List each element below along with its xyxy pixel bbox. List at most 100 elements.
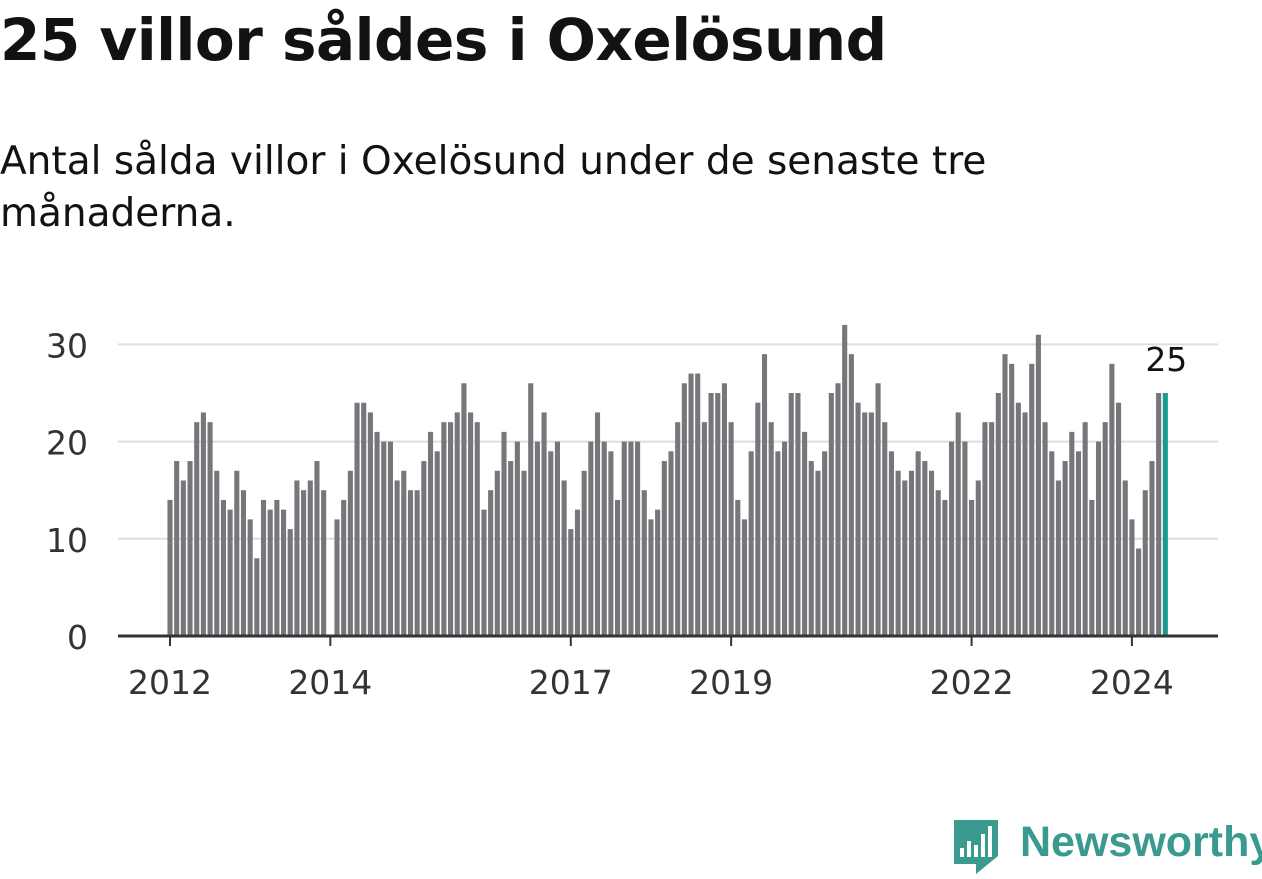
- x-tick-label: 2012: [128, 663, 212, 702]
- bar: [842, 324, 848, 636]
- bar: [922, 461, 928, 636]
- bar: [414, 490, 420, 636]
- bar: [995, 393, 1001, 636]
- bar: [882, 422, 888, 636]
- bar: [955, 412, 961, 636]
- bar: [902, 480, 908, 636]
- bar: [1075, 451, 1082, 636]
- newsworthy-logo-icon: [954, 820, 998, 874]
- bar: [234, 470, 240, 636]
- bar: [254, 558, 260, 636]
- bar: [534, 441, 540, 636]
- bar: [194, 422, 200, 636]
- bar: [1129, 519, 1135, 636]
- bar: [474, 422, 480, 636]
- bars: [167, 324, 1168, 636]
- bar: [675, 422, 681, 636]
- bar: [962, 441, 968, 636]
- bar: [267, 509, 273, 636]
- y-tick-label: 30: [46, 326, 88, 365]
- bar: [1042, 422, 1048, 636]
- bar: [468, 412, 474, 636]
- bar: [721, 383, 727, 636]
- bar: [287, 529, 293, 636]
- bar: [601, 441, 607, 636]
- bar: [461, 383, 467, 636]
- bar: [374, 431, 380, 636]
- y-tick-label: 10: [46, 521, 88, 560]
- bar: [695, 373, 701, 636]
- bar: [214, 470, 220, 636]
- bar: [888, 451, 894, 636]
- bar: [915, 451, 921, 636]
- bar: [514, 441, 520, 636]
- bar: [167, 499, 173, 636]
- bar: [1062, 461, 1068, 636]
- bar: [895, 470, 901, 636]
- bar: [401, 470, 407, 636]
- bar: [541, 412, 547, 636]
- bar: [260, 499, 267, 636]
- bar: [755, 402, 761, 636]
- bar: [174, 461, 180, 636]
- bar: [1122, 480, 1128, 636]
- bar: [1069, 431, 1075, 636]
- bar: [688, 373, 694, 636]
- bar: [301, 490, 307, 636]
- bar: [1049, 451, 1055, 636]
- bar: [648, 519, 654, 636]
- bar: [1035, 334, 1041, 636]
- x-tick-label: 2019: [689, 663, 773, 702]
- bar: [615, 499, 621, 636]
- bar: [628, 441, 634, 636]
- bar: [387, 441, 393, 636]
- bar: [180, 480, 186, 636]
- x-tick-label: 2014: [288, 663, 372, 702]
- bar: [782, 441, 788, 636]
- bar: [594, 412, 601, 636]
- bar: [581, 470, 587, 636]
- bar: [1089, 499, 1095, 636]
- bar: [1095, 441, 1102, 636]
- bar: [381, 441, 387, 636]
- bar: [367, 412, 373, 636]
- bar: [1015, 402, 1021, 636]
- bar: [808, 461, 814, 636]
- bar: [554, 441, 560, 636]
- bar: [701, 422, 707, 636]
- bar: [815, 470, 821, 636]
- bar: [715, 393, 721, 636]
- bar: [441, 422, 447, 636]
- bar: [708, 393, 714, 636]
- bar: [1116, 402, 1122, 636]
- bar: [394, 480, 400, 636]
- bar: [314, 461, 320, 636]
- bar: [735, 499, 741, 636]
- bar: [875, 383, 881, 636]
- bar: [341, 499, 347, 636]
- highlight-value-label: 25: [1145, 340, 1187, 379]
- bar: [641, 490, 647, 636]
- bar: [822, 451, 828, 636]
- bar: [655, 509, 661, 636]
- bar: [775, 451, 781, 636]
- bar: [1055, 480, 1061, 636]
- chart-title: 25 villor såldes i Oxelösund: [0, 6, 887, 74]
- bar: [361, 402, 367, 636]
- bar: [501, 431, 507, 636]
- bar: [354, 402, 360, 636]
- bar: [761, 354, 768, 636]
- bar: [207, 422, 213, 636]
- bar: [448, 422, 454, 636]
- bar: [548, 451, 554, 636]
- bar: [1082, 422, 1088, 636]
- y-tick-label: 0: [67, 618, 88, 657]
- bar: [982, 422, 988, 636]
- bar: [728, 422, 734, 636]
- bar: [187, 461, 193, 636]
- bar: [935, 490, 941, 636]
- bar: [334, 519, 340, 636]
- bar: [1029, 363, 1035, 636]
- bar: [407, 490, 414, 636]
- brand-name: Newsworthy: [1020, 818, 1262, 866]
